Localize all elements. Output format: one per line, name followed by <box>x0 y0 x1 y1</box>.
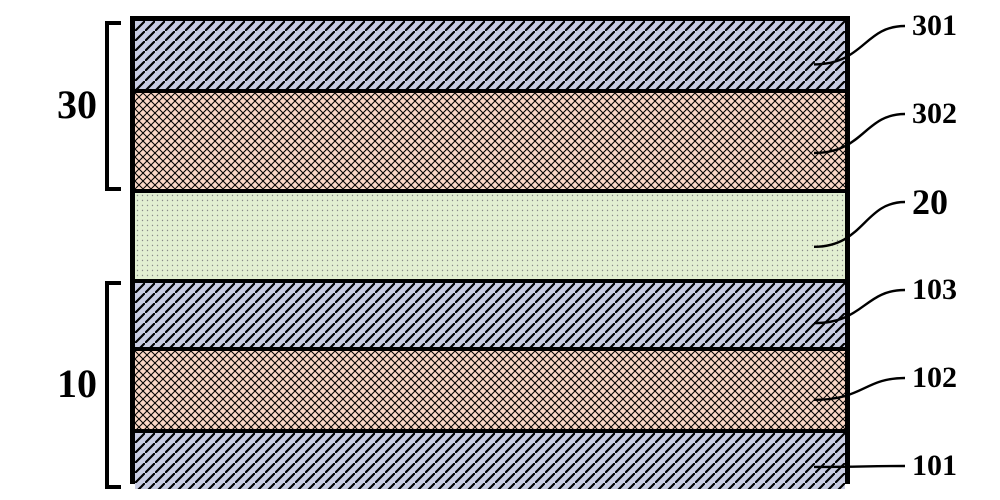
callout-101: 101 <box>912 449 957 483</box>
diagram-stage: 301030130220103102101 <box>0 0 1000 500</box>
leader-101 <box>0 0 1000 500</box>
